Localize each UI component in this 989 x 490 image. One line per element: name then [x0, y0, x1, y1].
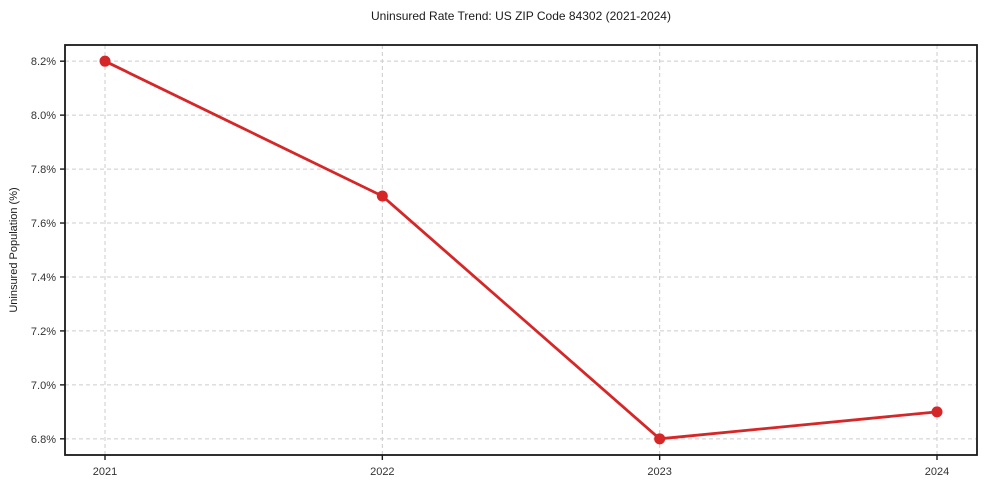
y-tick-label: 7.2%: [31, 326, 56, 338]
x-tick-label: 2024: [925, 466, 949, 478]
y-tick-label: 7.4%: [31, 272, 56, 284]
y-tick-label: 7.0%: [31, 380, 56, 392]
data-point-marker: [376, 190, 388, 202]
data-point-marker: [99, 55, 111, 67]
y-tick-label: 8.0%: [31, 110, 56, 122]
y-tick-label: 8.2%: [31, 56, 56, 68]
data-point-marker: [654, 433, 666, 445]
y-tick-label: 6.8%: [31, 434, 56, 446]
y-tick-label: 7.6%: [31, 218, 56, 230]
y-axis-label: Uninsured Population (%): [8, 187, 20, 313]
y-tick-label: 7.8%: [31, 164, 56, 176]
trend-line: [103, 59, 939, 441]
chart-title: Uninsured Rate Trend: US ZIP Code 84302 …: [371, 9, 671, 23]
data-point-marker: [931, 406, 943, 418]
plot-border: [64, 44, 978, 456]
x-tick-label: 2021: [93, 466, 117, 478]
x-tick-label: 2023: [647, 466, 671, 478]
x-tick-label: 2022: [370, 466, 394, 478]
